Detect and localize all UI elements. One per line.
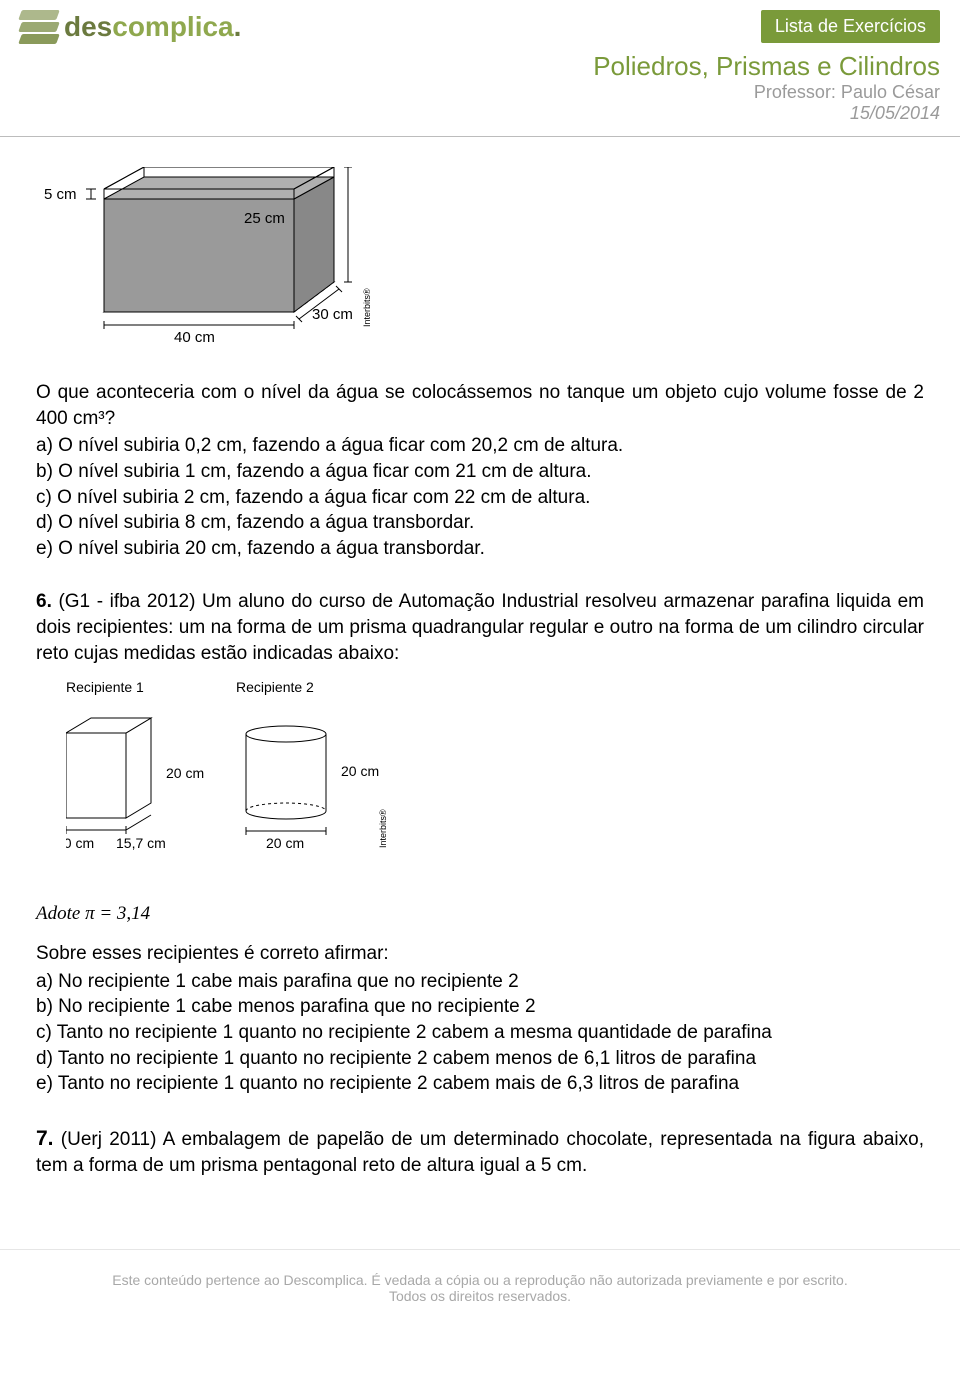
q5-options: a) O nível subiria 0,2 cm, fazendo a águ… [36,433,924,561]
q7-text: (Uerj 2011) A embalagem de papelão de um… [36,1129,924,1176]
header-right: Lista de Exercícios Poliedros, Prismas e… [593,10,940,124]
topic-title: Poliedros, Prismas e Cilindros [593,51,940,82]
recipient1-title: Recipiente 1 [66,679,144,695]
tank-label-gap: 5 cm [44,186,77,203]
logo-stack-icon [20,10,58,44]
r2-diameter: 20 cm [266,835,304,851]
logo-text-suffix: complica [112,11,233,42]
exercise-list-badge: Lista de Exercícios [761,10,940,43]
q5-option-a: a) O nível subiria 0,2 cm, fazendo a águ… [36,433,924,459]
logo-dot: . [234,11,242,42]
q6-option-a: a) No recipiente 1 cabe mais parafina qu… [36,969,924,995]
r1-depth: 20 cm [66,835,94,851]
tank-label-width: 40 cm [174,329,215,346]
page-header: descomplica. Lista de Exercícios Poliedr… [0,0,960,124]
professor-line: Professor: Paulo César [593,82,940,103]
q6-adote: Adote π = 3,14 [36,901,924,927]
r1-height: 20 cm [166,765,204,781]
q5-text: O que aconteceria com o nível da água se… [36,380,924,431]
q6-options: a) No recipiente 1 cabe mais parafina qu… [36,969,924,1097]
q6-option-d: d) Tanto no recipiente 1 quanto no recip… [36,1046,924,1072]
q6-text: (G1 - ifba 2012) Um aluno do curso de Au… [36,591,924,663]
q5-option-c: c) O nível subiria 2 cm, fazendo a água … [36,485,924,511]
recipients-figure: Recipiente 1 Recipiente 2 20 cm 15,7 cm … [66,678,924,893]
q6-option-c: c) Tanto no recipiente 1 quanto no recip… [36,1020,924,1046]
logo-text-prefix: des [64,11,112,42]
r2-height: 20 cm [341,763,379,779]
logo-text: descomplica. [64,11,241,43]
logo: descomplica. [20,10,241,44]
q6-intro-options: Sobre esses recipientes é correto afirma… [36,941,924,967]
q6-option-e: e) Tanto no recipiente 1 quanto no recip… [36,1071,924,1097]
q6-number: 6. [36,591,52,612]
tank-label-height: 25 cm [244,210,285,227]
q6-block: 6. (G1 - ifba 2012) Um aluno do curso de… [36,589,924,666]
q5-option-d: d) O nível subiria 8 cm, fazendo a água … [36,510,924,536]
q7-block: 7. (Uerj 2011) A embalagem de papelão de… [36,1125,924,1179]
recipients-svg: Recipiente 1 Recipiente 2 20 cm 15,7 cm … [66,678,486,888]
r1-width: 15,7 cm [116,835,166,851]
q5-option-e: e) O nível subiria 20 cm, fazendo a água… [36,536,924,562]
date-line: 15/05/2014 [593,103,940,124]
q5-option-b: b) O nível subiria 1 cm, fazendo a água … [36,459,924,485]
footer-line2: Todos os direitos reservados. [30,1288,930,1304]
q6-option-b: b) No recipiente 1 cabe menos parafina q… [36,994,924,1020]
page-footer: Este conteúdo pertence ao Descomplica. É… [0,1249,960,1310]
recip-credit: Interbits® [378,809,388,848]
header-divider [0,136,960,137]
footer-line1: Este conteúdo pertence ao Descomplica. É… [30,1272,930,1288]
page-content: 5 cm 25 cm 30 cm 40 cm Interbits® O que … [0,167,960,1209]
tank-figure: 5 cm 25 cm 30 cm 40 cm Interbits® [44,167,924,362]
tank-credit: Interbits® [362,288,372,327]
tank-label-depth: 30 cm [312,306,353,323]
tank-svg: 5 cm 25 cm 30 cm 40 cm Interbits® [44,167,404,357]
q7-number: 7. [36,1127,54,1150]
recipient2-title: Recipiente 2 [236,679,314,695]
